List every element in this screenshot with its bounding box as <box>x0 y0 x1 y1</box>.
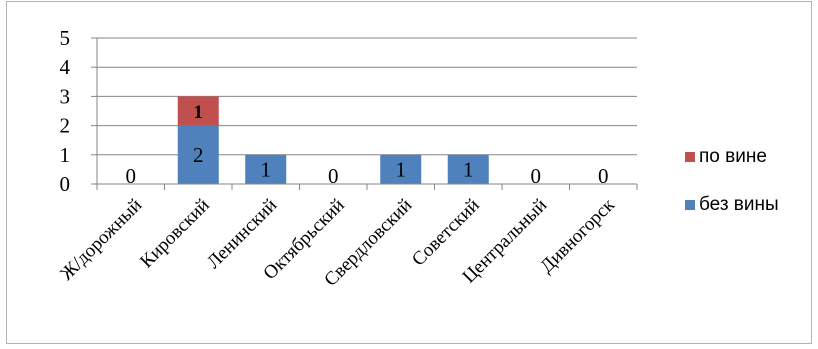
y-tick-label: 4 <box>60 55 71 79</box>
data-label: 0 <box>598 164 609 188</box>
bar-po-vine <box>177 96 219 126</box>
data-label: 1 <box>261 157 272 181</box>
bar-bez-viny <box>380 154 422 184</box>
y-tick-label: 2 <box>60 114 71 138</box>
data-label: 0 <box>531 164 542 188</box>
data-label: 2 <box>193 143 204 167</box>
x-tick-label: Ж/дорожный <box>56 195 146 285</box>
y-tick-labels: 0 1 2 3 4 5 <box>60 26 71 196</box>
bar-bez-viny <box>177 125 219 184</box>
data-label: 1 <box>194 102 204 123</box>
x-tick-labels: Ж/дорожныйКировскийЛенинскийОктябрьскийС… <box>56 194 619 291</box>
data-labels: 0 2 1 1 0 1 1 0 0 <box>126 102 609 188</box>
bar-bez-viny <box>447 154 489 184</box>
y-tick-label: 3 <box>60 84 71 108</box>
y-tick-label: 0 <box>60 172 71 196</box>
y-tick-label: 1 <box>60 143 71 167</box>
x-tick-label: Дивногорск <box>536 194 619 277</box>
bar-bez-viny <box>245 154 287 184</box>
axes <box>91 37 638 190</box>
legend-swatch <box>685 200 695 210</box>
y-tick-label: 5 <box>60 26 71 50</box>
data-label: 0 <box>328 164 339 188</box>
data-label: 1 <box>396 157 407 181</box>
legend: по вине без вины <box>685 146 779 215</box>
data-label: 1 <box>463 157 474 181</box>
legend-swatch <box>685 152 695 162</box>
legend-label: по вине <box>699 146 767 167</box>
data-label: 0 <box>126 164 137 188</box>
legend-label: без вины <box>699 194 779 215</box>
bars <box>177 96 489 184</box>
x-tick-label: Кировский <box>136 195 214 273</box>
